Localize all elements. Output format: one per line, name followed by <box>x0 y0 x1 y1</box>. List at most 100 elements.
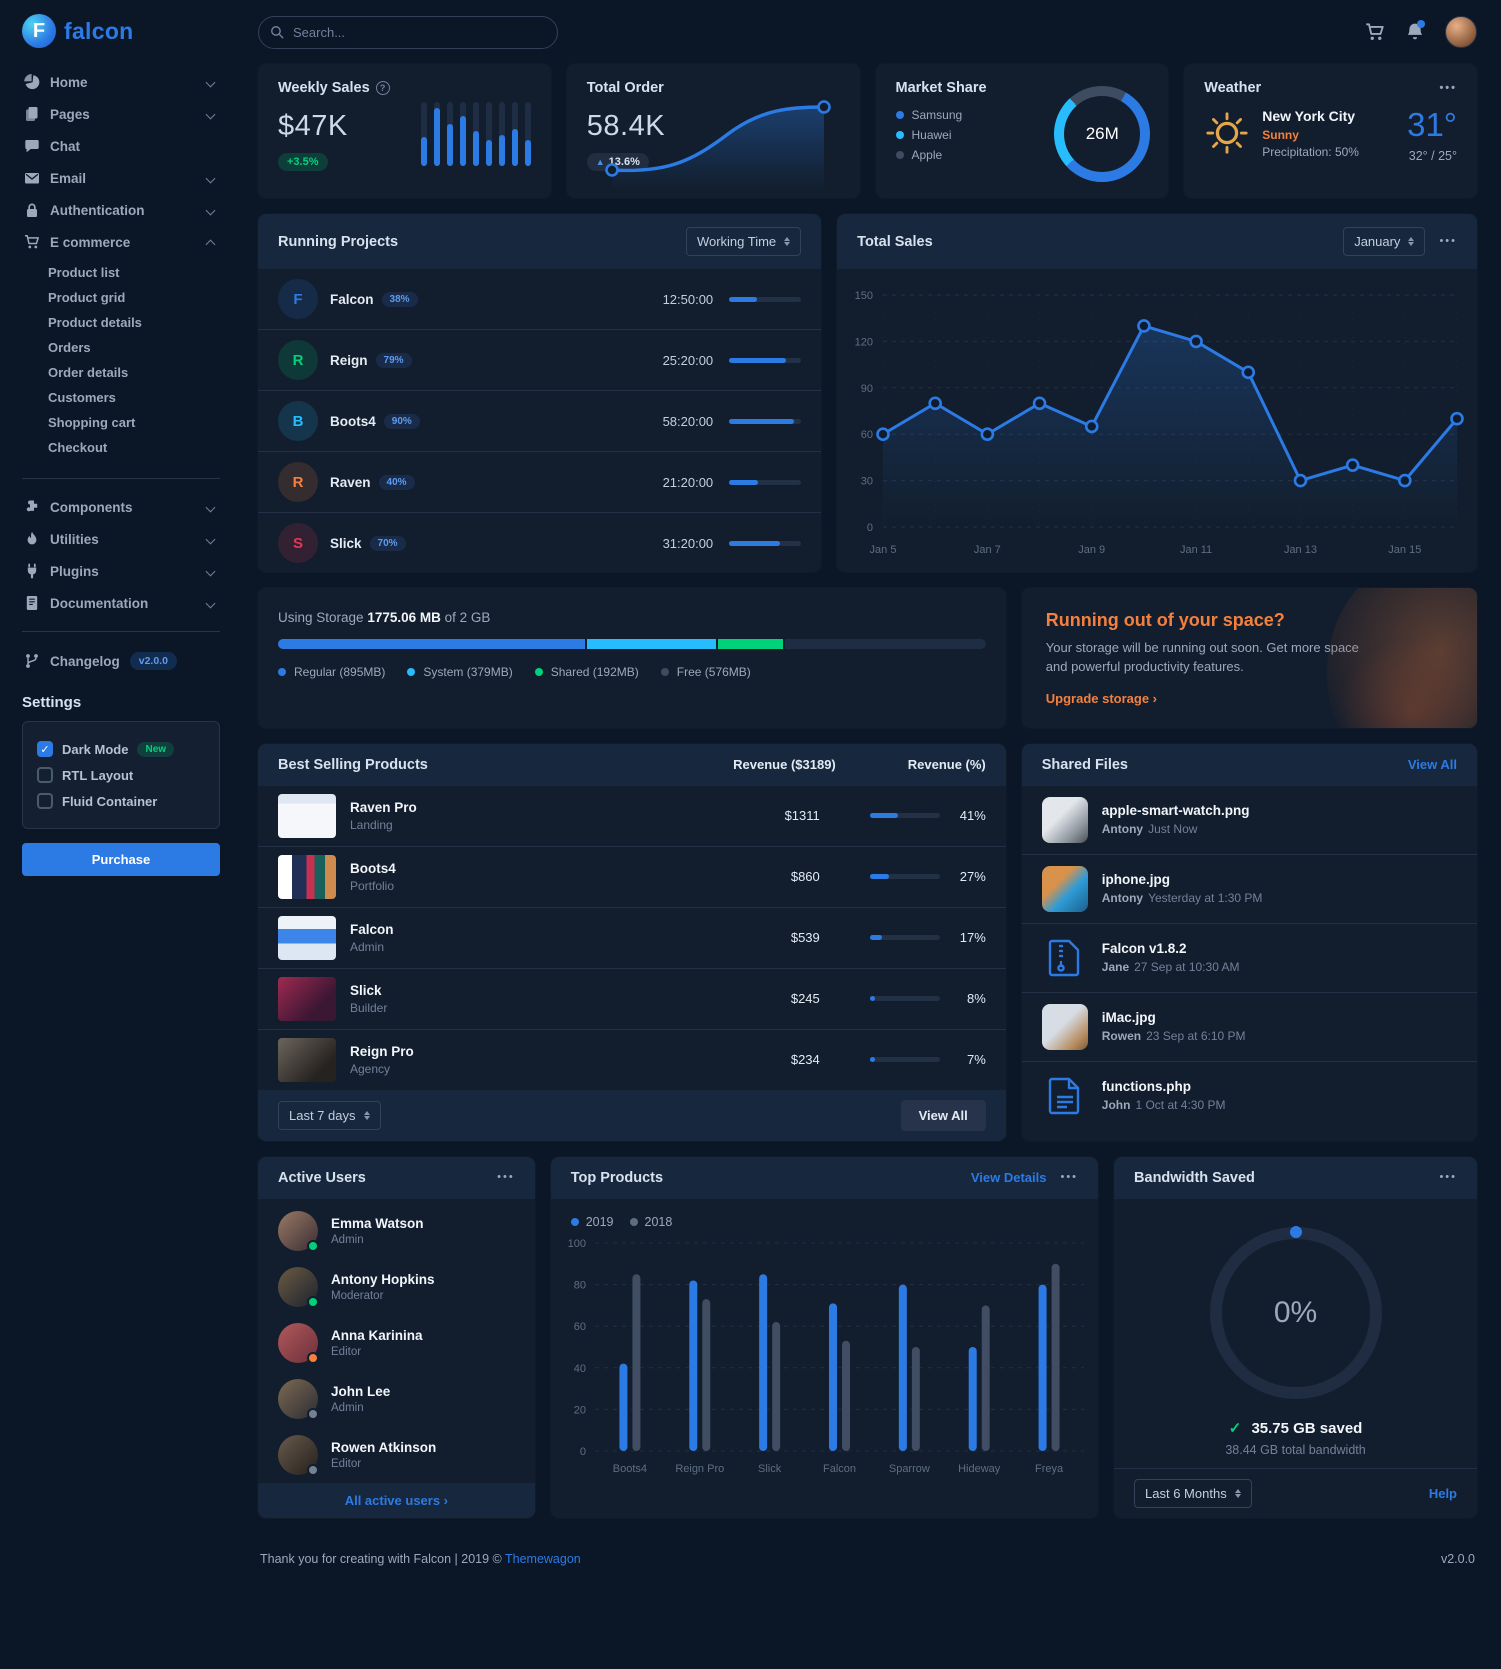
user-name[interactable]: John Lee <box>331 1383 391 1399</box>
settings-option-fluid-container[interactable]: Fluid Container <box>37 788 205 814</box>
sidebar-item-plugins[interactable]: Plugins <box>22 555 220 587</box>
kebab-menu-icon[interactable]: ••• <box>1439 1171 1457 1184</box>
bell-icon[interactable] <box>1405 20 1425 42</box>
kebab-menu-icon[interactable]: ••• <box>1060 1171 1079 1184</box>
decorative-blob <box>1327 588 1477 728</box>
sidebar-item-orders[interactable]: Orders <box>48 340 91 355</box>
user-name[interactable]: Rowen Atkinson <box>331 1439 437 1455</box>
product-name[interactable]: Slick <box>350 982 382 998</box>
all-active-users-link[interactable]: All active users › <box>344 1492 449 1508</box>
file-name[interactable]: iphone.jpg <box>1101 872 1171 888</box>
kebab-menu-icon[interactable]: ••• <box>497 1171 515 1184</box>
search-input[interactable] <box>258 15 558 49</box>
kebab-menu-icon[interactable]: ••• <box>1439 81 1457 94</box>
file-name[interactable]: iMac.jpg <box>1101 1010 1156 1026</box>
file-name[interactable]: Falcon v1.8.2 <box>1101 941 1187 957</box>
sidebar-divider <box>22 631 220 632</box>
user-name[interactable]: Anna Karinina <box>331 1327 423 1343</box>
file-info: iphone.jpg Antony Yesterday at 1:30 PM <box>1102 872 1263 905</box>
sidebar-item-shopping-cart[interactable]: Shopping cart <box>48 415 136 430</box>
checkbox-unchecked[interactable] <box>37 767 53 783</box>
project-row: S Slick 70% 31:20:00 <box>258 512 822 572</box>
page-footer: Thank you for creating with Falcon | 201… <box>258 1534 1477 1592</box>
product-name[interactable]: Falcon <box>350 921 394 937</box>
user-avatar[interactable] <box>278 1378 319 1420</box>
sidebar-item-documentation[interactable]: Documentation <box>22 587 220 619</box>
storage-legend-item: System (379MB) <box>407 665 513 679</box>
sidebar-item-product-grid[interactable]: Product grid <box>48 290 126 305</box>
pages-icon <box>24 106 40 122</box>
sidebar-item-e-commerce[interactable]: E commerce <box>22 226 220 258</box>
product-name[interactable]: Boots4 <box>350 860 396 876</box>
sidebar-item-product-details[interactable]: Product details <box>48 315 142 330</box>
checkbox-unchecked[interactable] <box>37 793 53 809</box>
help-circle-icon[interactable]: ? <box>375 81 390 95</box>
file-time: 23 Sep at 6:10 PM <box>1146 1029 1246 1044</box>
user-avatar[interactable] <box>1445 16 1477 48</box>
active-users-title: Active Users <box>278 1169 366 1186</box>
svg-text:40: 40 <box>573 1362 585 1374</box>
notification-dot <box>1417 20 1425 28</box>
project-progress-bar <box>729 540 802 546</box>
project-avatar: B <box>278 401 318 441</box>
help-link[interactable]: Help <box>1428 1485 1457 1501</box>
project-name[interactable]: Reign <box>330 352 368 368</box>
settings-option-rtl-layout[interactable]: RTL Layout <box>37 762 205 788</box>
sidebar-item-email[interactable]: Email <box>22 162 220 194</box>
project-name[interactable]: Slick <box>330 535 362 551</box>
shared-files-view-all-link[interactable]: View All <box>1407 757 1457 773</box>
view-all-button[interactable]: View All <box>900 1099 986 1131</box>
purchase-button[interactable]: Purchase <box>22 843 220 876</box>
sidebar-item-chat[interactable]: Chat <box>22 130 220 162</box>
sidebar-item-components[interactable]: Components <box>22 491 220 523</box>
sidebar-item-changelog[interactable]: Changelog v2.0.0 <box>22 644 220 678</box>
sidebar-item-order-details[interactable]: Order details <box>48 365 129 380</box>
kebab-menu-icon[interactable]: ••• <box>1439 235 1457 247</box>
legend-label: Apple <box>911 148 943 162</box>
product-name[interactable]: Reign Pro <box>350 1043 414 1059</box>
user-name[interactable]: Antony Hopkins <box>331 1271 435 1287</box>
file-name[interactable]: apple-smart-watch.png <box>1101 803 1250 819</box>
sidebar-divider <box>22 478 220 479</box>
month-select[interactable]: January <box>1343 227 1426 256</box>
status-dot <box>307 1463 319 1476</box>
user-avatar[interactable] <box>278 1210 319 1252</box>
upgrade-storage-link[interactable]: Upgrade storage › <box>1045 690 1158 706</box>
legend-dot <box>278 668 286 676</box>
user-avatar[interactable] <box>278 1266 319 1308</box>
sidebar-item-customers[interactable]: Customers <box>48 390 116 405</box>
user-avatar[interactable] <box>278 1434 319 1476</box>
file-thumbnail <box>1041 1003 1088 1050</box>
months-select[interactable]: Last 6 Months <box>1134 1478 1252 1508</box>
product-type: Builder <box>350 1000 388 1015</box>
flame-icon <box>24 531 40 547</box>
project-name[interactable]: Boots4 <box>330 413 376 429</box>
product-name[interactable]: Raven Pro <box>350 799 417 815</box>
sidebar-item-pages[interactable]: Pages <box>22 98 220 130</box>
themewagon-link[interactable]: Themewagon <box>505 1551 581 1566</box>
file-name[interactable]: functions.php <box>1101 1079 1191 1095</box>
brand-logo[interactable]: F falcon <box>22 14 220 48</box>
working-time-select[interactable]: Working Time <box>685 227 802 256</box>
days-select[interactable]: Last 7 days <box>278 1100 381 1130</box>
user-avatar[interactable] <box>278 1322 319 1364</box>
top-products-legend-item[interactable]: 2019 <box>570 1215 614 1229</box>
settings-option-dark-mode[interactable]: ✓ Dark Mode New <box>37 736 205 762</box>
user-name[interactable]: Emma Watson <box>331 1215 424 1231</box>
checkbox-checked[interactable]: ✓ <box>37 741 53 757</box>
sidebar-item-home[interactable]: Home <box>22 66 220 98</box>
project-name[interactable]: Falcon <box>330 291 374 307</box>
sidebar-item-authentication[interactable]: Authentication <box>22 194 220 226</box>
top-products-legend-item[interactable]: 2018 <box>629 1215 672 1229</box>
bandwidth-percent: 0% <box>1273 1295 1318 1329</box>
topnav-right <box>1365 16 1477 48</box>
puzzle-icon <box>24 499 40 515</box>
sidebar-item-utilities[interactable]: Utilities <box>22 523 220 555</box>
project-name[interactable]: Raven <box>330 474 371 490</box>
product-row: Falcon Admin $539 17% <box>258 906 1006 968</box>
product-revenue: $539 <box>790 930 820 946</box>
shopping-cart-icon[interactable] <box>1365 22 1385 42</box>
view-details-link[interactable]: View Details <box>970 1170 1047 1186</box>
sidebar-item-product-list[interactable]: Product list <box>48 265 120 280</box>
sidebar-item-checkout[interactable]: Checkout <box>48 440 108 455</box>
